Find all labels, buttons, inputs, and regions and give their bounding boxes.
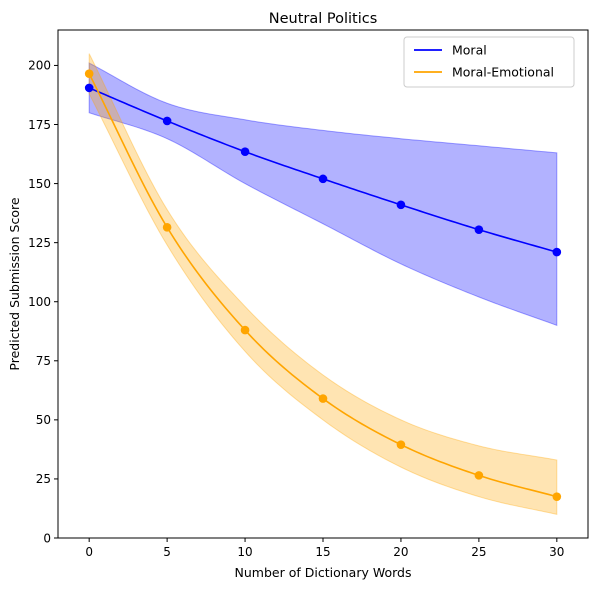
legend-box [403, 36, 575, 88]
y-tick-label: 200 [28, 59, 51, 73]
y-tick-label: 175 [28, 118, 51, 132]
y-tick-label: 100 [28, 295, 51, 309]
confidence-bands [88, 53, 558, 515]
moral-point [240, 147, 250, 156]
x-tick-label: 10 [237, 545, 252, 559]
legend: Moral Moral-Emotional [403, 36, 575, 88]
x-tick-label: 25 [471, 545, 486, 559]
series-points [84, 69, 562, 501]
x-tick-label: 0 [85, 545, 93, 559]
legend-moral-emotional-label: Moral-Emotional [452, 65, 554, 80]
y-tick-label: 25 [36, 472, 51, 486]
moral-point [474, 225, 484, 234]
y-tick-label: 50 [36, 413, 51, 427]
moral-emotional-point [162, 222, 172, 232]
y-tick-label: 150 [28, 177, 51, 191]
moral-point [162, 116, 172, 126]
moral-point [552, 247, 562, 257]
y-tick-label: 75 [36, 354, 51, 368]
moral-emotional-point [552, 492, 562, 501]
moral-emotional-point [474, 471, 484, 480]
x-tick-label: 5 [163, 545, 171, 559]
y-tick-label: 125 [28, 236, 51, 250]
legend-moral-label: Moral [452, 43, 487, 58]
moral-confidence-band [88, 62, 558, 327]
y-tick-label: 0 [43, 531, 51, 545]
y-axis: 0 25 50 75 100 125 150 175 200 [28, 59, 58, 545]
moral-emotional-point [84, 69, 94, 79]
x-axis: 0 5 10 15 20 25 30 [85, 538, 564, 559]
x-tick-label: 15 [315, 545, 330, 559]
moral-emotional-point [240, 325, 250, 335]
moral-point [396, 200, 406, 210]
moral-point [84, 83, 94, 93]
chart-title: Neutral Politics [269, 11, 378, 27]
moral-point [318, 174, 328, 184]
x-tick-label: 20 [393, 545, 408, 559]
x-axis-label: Number of Dictionary Words [235, 565, 412, 580]
y-axis-label: Predicted Submission Score [7, 197, 22, 370]
moral-emotional-point [318, 394, 328, 403]
x-tick-label: 30 [549, 545, 564, 559]
moral-emotional-confidence-band [88, 53, 558, 515]
moral-emotional-point [396, 440, 406, 449]
